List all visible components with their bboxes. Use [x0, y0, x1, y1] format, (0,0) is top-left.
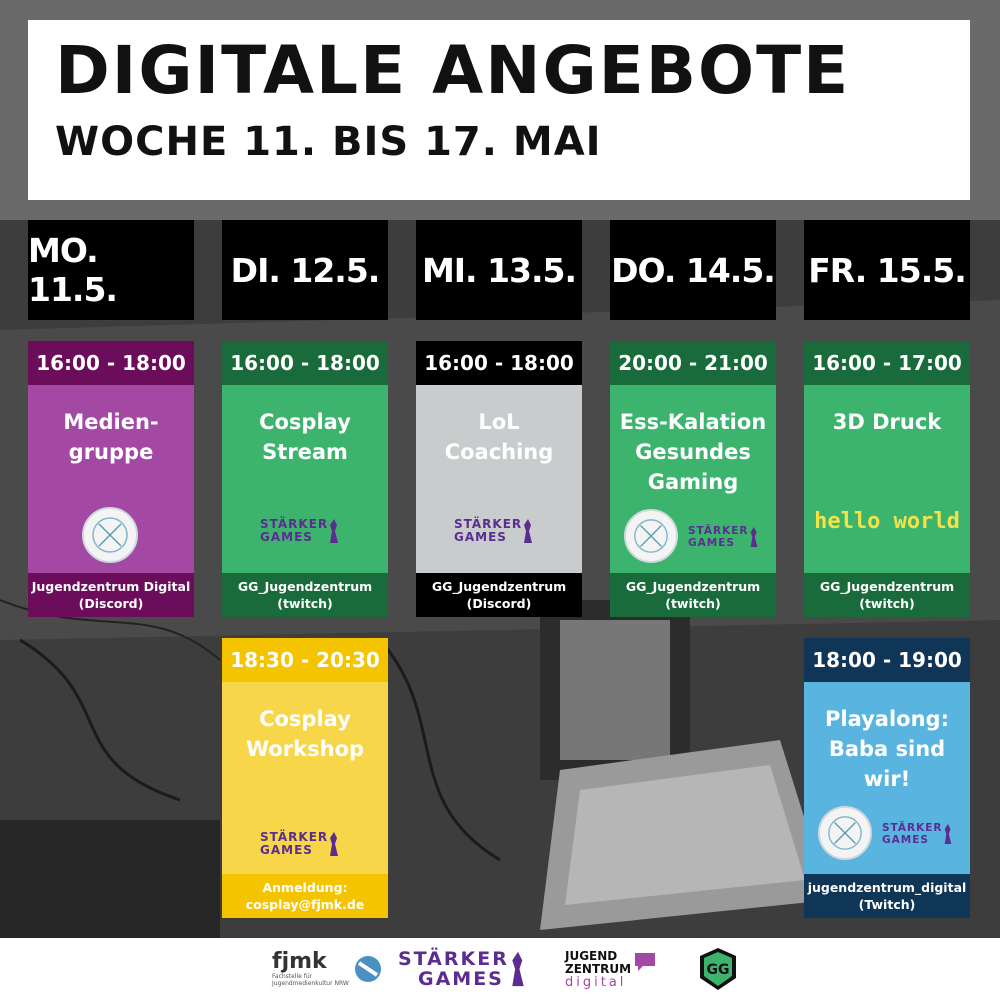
- event-registration-email[interactable]: cosplay@fjmk.de: [245, 897, 365, 912]
- event-time: 18:30 - 20:30: [222, 638, 388, 682]
- event-title-line: Workshop: [245, 737, 365, 761]
- event-footer: GG_Jugendzentrum (twitch): [804, 573, 970, 617]
- event-platform: (twitch): [665, 596, 721, 611]
- event-title-line: Gaming: [647, 470, 739, 494]
- event-title-line: wir!: [863, 767, 911, 791]
- event-channel: GG_Jugendzentrum: [237, 579, 373, 594]
- header-panel: DIGITALE ANGEBOTE WOCHE 11. BIS 17. MAI: [28, 20, 970, 200]
- event-card-cosplay-stream[interactable]: 16:00 - 18:00 Cosplay Stream STÄRKER GAME…: [222, 341, 388, 617]
- day-header-tuesday: DI. 12.5.: [222, 220, 388, 320]
- gg-badge-logo[interactable]: GG: [697, 938, 739, 1000]
- sponsor-footer: fjmk Fachstelle für Jugendmedienkultur N…: [0, 938, 1000, 1000]
- event-footer: GG_Jugendzentrum (Discord): [416, 573, 582, 617]
- day-header-thursday: DO. 14.5.: [610, 220, 776, 320]
- starker-games-footer-logo[interactable]: STÄRKER GAMES: [398, 938, 527, 1000]
- fjmk-logo-subtext: Fachstelle für: [272, 973, 313, 980]
- event-registration-label: Anmeldung:: [262, 880, 348, 895]
- event-title-line: Ess-Kalation: [619, 410, 767, 434]
- jz-logo-line3: digital: [565, 974, 627, 990]
- event-body: Playalong: Baba sind wir! STÄRKER GAMES: [804, 682, 970, 874]
- event-footer: Jugendzentrum Digital (Discord): [28, 573, 194, 617]
- starker-games-logo-icon: STÄRKER GAMES: [260, 517, 340, 545]
- event-footer: jugendzentrum_digital (Twitch): [804, 874, 970, 918]
- jz-logo-line1: JUGEND: [565, 948, 618, 963]
- jugendzentrum-digital-logo[interactable]: JUGEND ZENTRUM digital: [565, 938, 657, 1000]
- page-title: DIGITALE ANGEBOTE: [55, 32, 851, 109]
- event-title-line: 3D Druck: [832, 410, 942, 434]
- event-card-ess-kalation[interactable]: 20:00 - 21:00 Ess-Kalation Gesundes Gami…: [610, 341, 776, 617]
- day-header-wednesday: MI. 13.5.: [416, 220, 582, 320]
- event-footer: GG_Jugendzentrum (twitch): [222, 573, 388, 617]
- event-body: 3D Druck hello world: [804, 385, 970, 573]
- fjmk-logo-text: fjmk: [272, 949, 327, 974]
- event-platform: (twitch): [277, 596, 333, 611]
- event-body: Cosplay Workshop STÄRKER GAMES: [222, 682, 388, 874]
- starker-logo-line1: STÄRKER: [398, 948, 509, 970]
- svg-text:GG: GG: [707, 962, 730, 978]
- jugendzentrum-badge-icon: [82, 507, 138, 563]
- starker-figure-icon: [512, 951, 524, 987]
- event-footer: GG_Jugendzentrum (twitch): [610, 573, 776, 617]
- event-platform: (twitch): [859, 596, 915, 611]
- event-time: 16:00 - 18:00: [28, 341, 194, 385]
- event-channel: GG_Jugendzentrum: [819, 579, 955, 594]
- event-title-line: LoL: [478, 410, 520, 434]
- event-platform: (Twitch): [858, 897, 916, 912]
- starker-logo-line2: GAMES: [418, 968, 504, 990]
- event-body: Medien- gruppe: [28, 385, 194, 573]
- event-channel: Jugendzentrum Digital: [31, 579, 191, 594]
- event-card-playalong[interactable]: 18:00 - 19:00 Playalong: Baba sind wir! …: [804, 638, 970, 918]
- jugendzentrum-badge-icon: [624, 509, 678, 563]
- event-title-line: Gesundes: [635, 440, 751, 464]
- jugendzentrum-badge-icon: [818, 806, 872, 860]
- event-time: 20:00 - 21:00: [610, 341, 776, 385]
- page-subtitle: WOCHE 11. BIS 17. MAI: [55, 119, 602, 165]
- hello-world-logo-icon: hello world: [814, 509, 960, 534]
- event-channel: GG_Jugendzentrum: [625, 579, 761, 594]
- event-channel: GG_Jugendzentrum: [431, 579, 567, 594]
- event-body: Ess-Kalation Gesundes Gaming STÄRKER GAME…: [610, 385, 776, 573]
- event-title-line: Medien-: [63, 410, 159, 434]
- event-channel: jugendzentrum_digital: [807, 880, 967, 895]
- event-title-line: Coaching: [444, 440, 554, 464]
- event-platform: (Discord): [78, 596, 144, 611]
- event-time: 16:00 - 17:00: [804, 341, 970, 385]
- event-card-mediengruppe[interactable]: 16:00 - 18:00 Medien- gruppe Jugendzentr…: [28, 341, 194, 617]
- event-title-line: Cosplay: [259, 707, 351, 731]
- fjmk-circle-icon: [354, 956, 381, 982]
- starker-games-logo-icon: STÄRKER GAMES: [882, 822, 953, 846]
- event-title-line: Stream: [262, 440, 348, 464]
- event-title-line: Playalong:: [825, 707, 949, 731]
- gg-shield-icon: GG: [700, 948, 736, 990]
- jz-logo-line2: ZENTRUM: [565, 961, 632, 976]
- event-platform: (Discord): [466, 596, 532, 611]
- event-body: LoL Coaching STÄRKER GAMES: [416, 385, 582, 573]
- event-footer: Anmeldung: cosplay@fjmk.de: [222, 874, 388, 918]
- event-card-cosplay-workshop[interactable]: 18:30 - 20:30 Cosplay Workshop STÄRKER GA…: [222, 638, 388, 918]
- event-time: 18:00 - 19:00: [804, 638, 970, 682]
- event-time: 16:00 - 18:00: [222, 341, 388, 385]
- starker-games-logo-icon: STÄRKER GAMES: [688, 525, 759, 549]
- event-card-3d-druck[interactable]: 16:00 - 17:00 3D Druck hello world GG_Ju…: [804, 341, 970, 617]
- day-header-friday: FR. 15.5.: [804, 220, 970, 320]
- event-body: Cosplay Stream STÄRKER GAMES: [222, 385, 388, 573]
- day-header-monday: MO. 11.5.: [28, 220, 194, 320]
- event-title-line: Cosplay: [259, 410, 351, 434]
- event-title-line: Baba sind: [828, 737, 946, 761]
- event-time: 16:00 - 18:00: [416, 341, 582, 385]
- starker-games-logo-icon: STÄRKER GAMES: [260, 830, 340, 858]
- event-card-lol-coaching[interactable]: 16:00 - 18:00 LoL Coaching STÄRKER GAMES …: [416, 341, 582, 617]
- fjmk-logo-subtext: Jugendmedienkultur NRW: [272, 980, 349, 987]
- fjmk-logo[interactable]: fjmk Fachstelle für Jugendmedienkultur N…: [272, 938, 383, 1000]
- event-title-line: gruppe: [68, 440, 154, 464]
- starker-games-logo-icon: STÄRKER GAMES: [454, 517, 534, 545]
- chat-bubble-icon: [635, 953, 656, 971]
